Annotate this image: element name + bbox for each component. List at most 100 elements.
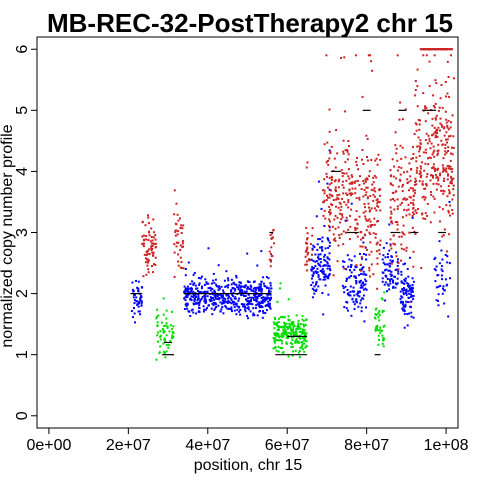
data-point-green <box>277 350 280 353</box>
data-point-red <box>421 183 424 185</box>
data-point-blue <box>235 313 238 316</box>
data-point-blue <box>211 302 214 305</box>
data-point-green <box>297 351 300 354</box>
data-point-red <box>428 156 431 159</box>
data-point-green <box>273 339 276 342</box>
data-point-red <box>379 239 382 242</box>
data-point-red <box>341 184 344 187</box>
data-point-blue <box>196 299 199 302</box>
data-point-red <box>400 247 403 250</box>
data-point-blue <box>138 300 141 303</box>
data-point-blue <box>260 288 263 291</box>
data-point-blue <box>189 315 192 317</box>
data-point-red <box>344 149 347 152</box>
data-point-blue <box>227 297 230 300</box>
data-point-red <box>369 54 371 57</box>
data-point-green <box>378 329 381 332</box>
x-tick-label: 0e+00 <box>26 437 71 454</box>
data-point-blue <box>267 287 270 290</box>
data-point-blue <box>228 308 231 310</box>
data-point-red <box>331 195 334 198</box>
data-point-green <box>162 297 165 300</box>
data-point-green <box>275 332 278 334</box>
data-point-blue <box>234 296 237 299</box>
data-point-red <box>442 234 445 237</box>
data-point-blue <box>230 306 233 309</box>
data-point-green <box>375 313 378 316</box>
data-point-red <box>418 150 421 153</box>
data-point-red <box>366 196 369 199</box>
data-point-blue <box>329 269 332 272</box>
data-point-red <box>345 216 348 219</box>
data-point-blue <box>255 300 258 303</box>
data-point-blue <box>324 284 327 287</box>
data-point-blue <box>207 287 210 290</box>
data-point-red <box>432 182 435 185</box>
data-point-red <box>429 156 432 159</box>
data-point-blue <box>225 300 228 303</box>
data-point-red <box>415 160 418 163</box>
data-point-blue <box>131 288 134 291</box>
data-point-blue <box>210 298 213 301</box>
data-point-red <box>401 216 404 219</box>
data-point-red <box>369 209 371 212</box>
data-point-green <box>289 332 292 335</box>
data-point-blue <box>252 287 255 290</box>
data-point-blue <box>234 289 237 292</box>
data-point-blue <box>408 312 410 315</box>
data-point-red <box>348 238 351 241</box>
data-point-blue <box>347 265 350 268</box>
data-point-blue <box>443 289 446 292</box>
data-point-blue <box>191 280 194 283</box>
data-point-blue <box>255 286 258 289</box>
data-point-red <box>410 157 413 160</box>
data-point-green <box>298 349 301 352</box>
data-point-green <box>304 346 307 349</box>
data-point-red <box>362 211 365 214</box>
data-point-red <box>436 154 439 157</box>
data-point-red <box>432 195 435 198</box>
data-point-red <box>144 224 147 227</box>
data-point-red <box>180 232 183 234</box>
data-point-red <box>329 150 332 153</box>
data-point-blue <box>235 303 237 306</box>
data-point-red <box>424 162 427 165</box>
data-point-green <box>281 316 284 319</box>
data-point-blue <box>235 283 238 286</box>
data-point-blue <box>310 284 313 287</box>
data-point-red <box>412 202 415 205</box>
data-point-green <box>290 328 292 331</box>
data-point-red <box>268 250 271 253</box>
data-point-blue <box>391 259 394 262</box>
data-point-red <box>422 195 425 198</box>
data-point-blue <box>346 254 349 257</box>
data-point-red <box>389 238 392 241</box>
data-point-blue <box>396 264 399 267</box>
data-point-blue <box>388 249 391 252</box>
y-axis-label: normalized copy number profile <box>0 124 16 347</box>
data-point-blue <box>183 297 186 300</box>
data-point-blue <box>341 284 344 287</box>
data-point-blue <box>402 309 405 312</box>
data-point-blue <box>387 284 390 287</box>
data-point-red <box>400 243 403 246</box>
data-point-blue <box>392 286 394 289</box>
data-point-blue <box>358 274 360 277</box>
data-point-green <box>381 329 383 332</box>
data-point-red <box>436 176 439 179</box>
data-point-blue <box>253 314 256 317</box>
data-point-green <box>381 297 383 300</box>
data-point-red <box>406 170 409 173</box>
data-point-red <box>424 187 427 190</box>
data-point-blue <box>247 297 250 300</box>
data-point-blue <box>262 311 265 314</box>
data-point-blue <box>434 280 437 283</box>
data-point-red <box>407 181 410 184</box>
data-point-red <box>182 240 185 243</box>
data-point-red <box>421 213 424 216</box>
data-point-red <box>419 170 422 173</box>
data-point-blue <box>247 306 250 309</box>
data-point-blue <box>361 286 364 289</box>
data-point-blue <box>435 299 438 302</box>
data-point-red <box>448 95 450 98</box>
